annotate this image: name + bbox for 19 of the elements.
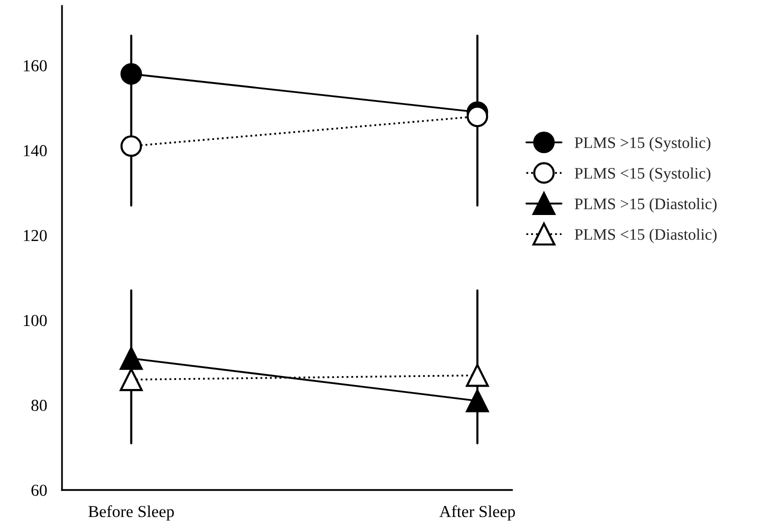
y-tick-label: 100 (24, 314, 47, 326)
x-tick-label: Before Sleep (88, 505, 174, 521)
y-tick-label: 80 (31, 400, 47, 412)
legend-label: PLMS <15 (Diastolic) (574, 228, 717, 244)
point (466, 364, 489, 387)
y-tick-label: 120 (24, 230, 47, 242)
point (466, 106, 488, 128)
point (120, 135, 142, 157)
y-tick-label: 140 (24, 145, 47, 156)
y-tick-label: 160 (24, 60, 47, 72)
legend-label: PLMS >15 (Diastolic) (574, 198, 717, 213)
legend-label: PLMS <15 (Systolic) (574, 167, 710, 182)
point (120, 63, 142, 85)
y-tick-label: 60 (31, 484, 47, 496)
x-tick-label: After Sleep (439, 505, 515, 521)
point (120, 368, 143, 392)
point (120, 346, 143, 370)
point (466, 389, 489, 412)
legend-label: PLMS >15 (Systolic) (574, 136, 710, 152)
